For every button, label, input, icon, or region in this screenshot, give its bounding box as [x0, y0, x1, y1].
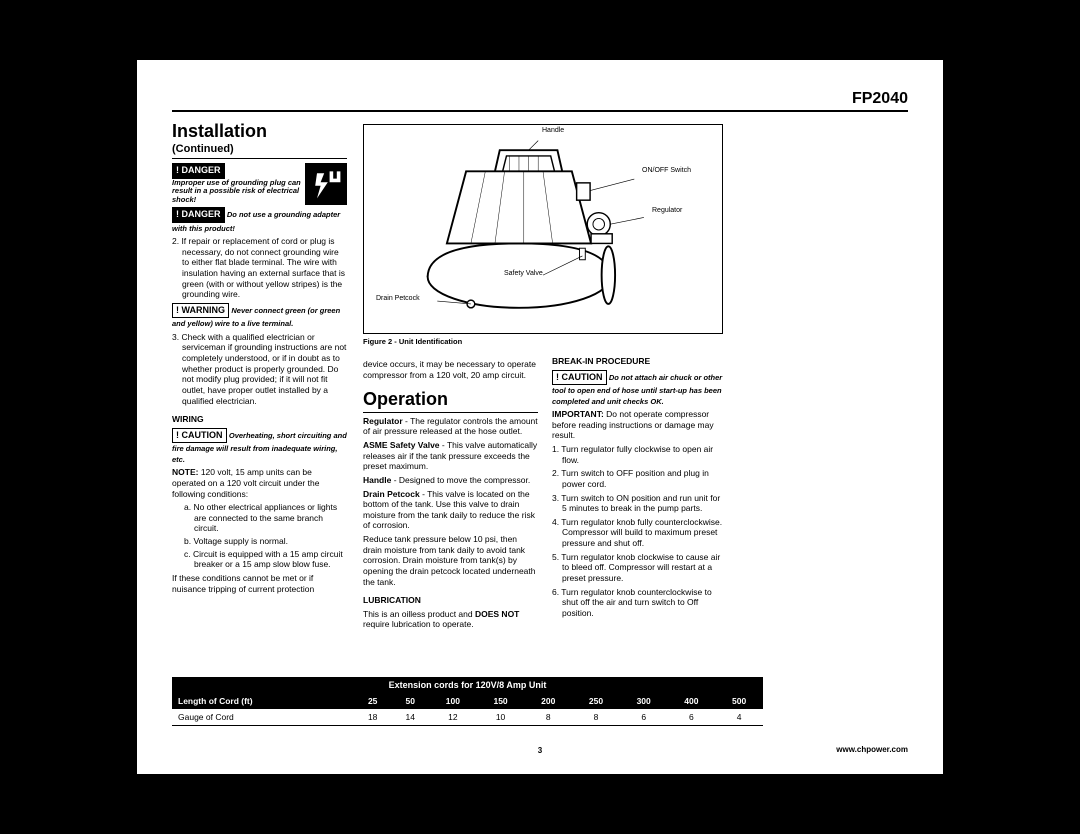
th-l0: 25	[354, 693, 392, 709]
fig-label-regulator: Regulator	[652, 207, 682, 214]
op-handle: Handle - Designed to move the compressor…	[363, 475, 538, 486]
wiring-cond-a: a. No other electrical appliances or lig…	[184, 502, 347, 534]
lubrication-text: This is an oilless product and DOES NOT …	[363, 609, 538, 630]
td-g1: 14	[391, 709, 429, 726]
warning-label-1: ! WARNING	[172, 303, 229, 318]
wiring-caution-label: ! CAUTION	[172, 428, 227, 443]
breakin-step-4: 4. Turn regulator knob fully countercloc…	[552, 517, 727, 549]
td-g6: 6	[620, 709, 668, 726]
td-g3: 10	[477, 709, 525, 726]
unit-figure: Handle ON/OFF Switch Regulator Safety Va…	[363, 124, 723, 334]
th-l5: 250	[572, 693, 620, 709]
col2-continuation: device occurs, it may be necessary to op…	[363, 359, 538, 380]
shock-icon	[305, 163, 347, 205]
page-footer: 3 www.chpower.com	[172, 746, 908, 754]
danger-label-2: ! DANGER	[172, 207, 225, 222]
install-steps: 2. If repair or replacement of cord or p…	[172, 236, 347, 300]
warning-block-1: ! WARNING Never connect green (or green …	[172, 303, 347, 329]
install-step-3: 3. Check with a qualified electrician or…	[172, 332, 347, 406]
td-g5: 8	[572, 709, 620, 726]
fig-label-drain: Drain Petcock	[376, 295, 420, 302]
table-row: Gauge of Cord 18 14 12 10 8 8 6 6 4	[172, 709, 763, 726]
th-length: Length of Cord (ft)	[172, 693, 354, 709]
th-l1: 50	[391, 693, 429, 709]
wiring-note: NOTE: NOTE: 120 volt, 15 amp units can b…	[172, 467, 347, 499]
column-1: Installation (Continued) ! DANGER Improp…	[172, 120, 347, 597]
lubrication-heading: LUBRICATION	[363, 595, 538, 606]
column-2-body: device occurs, it may be necessary to op…	[363, 356, 538, 633]
wiring-cond-b: b. Voltage supply is normal.	[184, 536, 347, 547]
wiring-cond-c: c. Circuit is equipped with a 15 amp cir…	[184, 549, 347, 570]
danger-text-1: Improper use of grounding plug can resul…	[172, 179, 301, 205]
breakin-heading: BREAK-IN PROCEDURE	[552, 356, 727, 367]
op-regulator: Regulator - The regulator controls the a…	[363, 416, 538, 437]
td-g7: 6	[668, 709, 716, 726]
figure-wrap: Handle ON/OFF Switch Regulator Safety Va…	[363, 124, 723, 354]
breakin-step-2: 2. Turn switch to OFF position and plug …	[552, 468, 727, 489]
op-reduce: Reduce tank pressure below 10 psi, then …	[363, 534, 538, 587]
wiring-caution: ! CAUTION Overheating, short circuiting …	[172, 428, 347, 465]
manual-page: FP2040 Installation (Continued) ! DANGER…	[137, 60, 943, 774]
danger-label-1: ! DANGER	[172, 163, 225, 178]
wiring-heading: WIRING	[172, 414, 347, 425]
table-title: Extension cords for 120V/8 Amp Unit	[172, 677, 763, 693]
breakin-step-1: 1. Turn regulator fully clockwise to ope…	[552, 444, 727, 465]
op-drain: Drain Petcock - This valve is located on…	[363, 489, 538, 532]
td-g0: 18	[354, 709, 392, 726]
th-l4: 200	[524, 693, 572, 709]
breakin-step-5: 5. Turn regulator knob clockwise to caus…	[552, 552, 727, 584]
danger-block-2: ! DANGER Do not use a grounding adapter …	[172, 207, 347, 233]
wiring-conditions: a. No other electrical appliances or lig…	[172, 502, 347, 570]
installation-heading: Installation	[172, 120, 347, 143]
fig-label-safety: Safety Valve	[504, 270, 543, 277]
breakin-caution-label: ! CAUTION	[552, 370, 607, 385]
breakin-important: IMPORTANT: Do not operate compressor bef…	[552, 409, 727, 441]
extension-cord-table: Length of Cord (ft) 25 50 100 150 200 25…	[172, 693, 763, 726]
fig-label-handle: Handle	[542, 127, 564, 134]
td-g8: 4	[715, 709, 763, 726]
td-gauge-label: Gauge of Cord	[172, 709, 354, 726]
td-g2: 12	[429, 709, 477, 726]
fig-label-switch: ON/OFF Switch	[642, 167, 691, 174]
compressor-diagram	[370, 131, 716, 327]
figure-caption: Figure 2 - Unit Identification	[363, 337, 723, 346]
continued-label: (Continued)	[172, 143, 347, 160]
danger-block-1: ! DANGER Improper use of grounding plug …	[172, 163, 347, 205]
th-l2: 100	[429, 693, 477, 709]
breakin-step-3: 3. Turn switch to ON position and run un…	[552, 493, 727, 514]
operation-heading: Operation	[363, 388, 538, 413]
column-3-body: BREAK-IN PROCEDURE ! CAUTION Do not atta…	[552, 356, 727, 621]
extension-cord-table-wrap: Extension cords for 120V/8 Amp Unit Leng…	[172, 677, 763, 726]
op-asme: ASME Safety Valve - This valve automatic…	[363, 440, 538, 472]
th-l3: 150	[477, 693, 525, 709]
wiring-tail: If these conditions cannot be met or if …	[172, 573, 347, 594]
breakin-caution: ! CAUTION Do not attach air chuck or oth…	[552, 370, 727, 407]
th-l6: 300	[620, 693, 668, 709]
breakin-step-6: 6. Turn regulator knob counterclockwise …	[552, 587, 727, 619]
breakin-steps: 1. Turn regulator fully clockwise to ope…	[552, 444, 727, 618]
install-step-2: 2. If repair or replacement of cord or p…	[172, 236, 347, 300]
model-number: FP2040	[172, 90, 908, 112]
th-l8: 500	[715, 693, 763, 709]
th-l7: 400	[668, 693, 716, 709]
table-header-row: Length of Cord (ft) 25 50 100 150 200 25…	[172, 693, 763, 709]
install-steps-2: 3. Check with a qualified electrician or…	[172, 332, 347, 406]
td-g4: 8	[524, 709, 572, 726]
